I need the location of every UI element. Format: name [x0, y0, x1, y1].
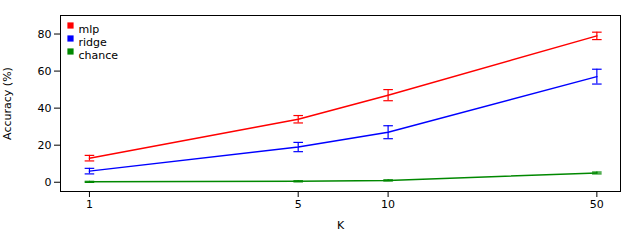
svg-text:10: 10: [381, 198, 395, 211]
svg-text:K: K: [337, 219, 345, 231]
svg-text:Accuracy (%): Accuracy (%): [1, 67, 14, 140]
svg-text:chance: chance: [79, 49, 119, 62]
svg-text:ridge: ridge: [79, 36, 108, 49]
svg-text:1: 1: [86, 198, 93, 211]
svg-text:50: 50: [590, 198, 604, 211]
svg-text:60: 60: [38, 65, 52, 78]
svg-text:80: 80: [38, 28, 52, 41]
svg-text:20: 20: [38, 139, 52, 152]
svg-text:0: 0: [45, 176, 52, 189]
svg-text:40: 40: [38, 102, 52, 115]
svg-text:5: 5: [295, 198, 302, 211]
svg-text:mlp: mlp: [79, 23, 100, 36]
